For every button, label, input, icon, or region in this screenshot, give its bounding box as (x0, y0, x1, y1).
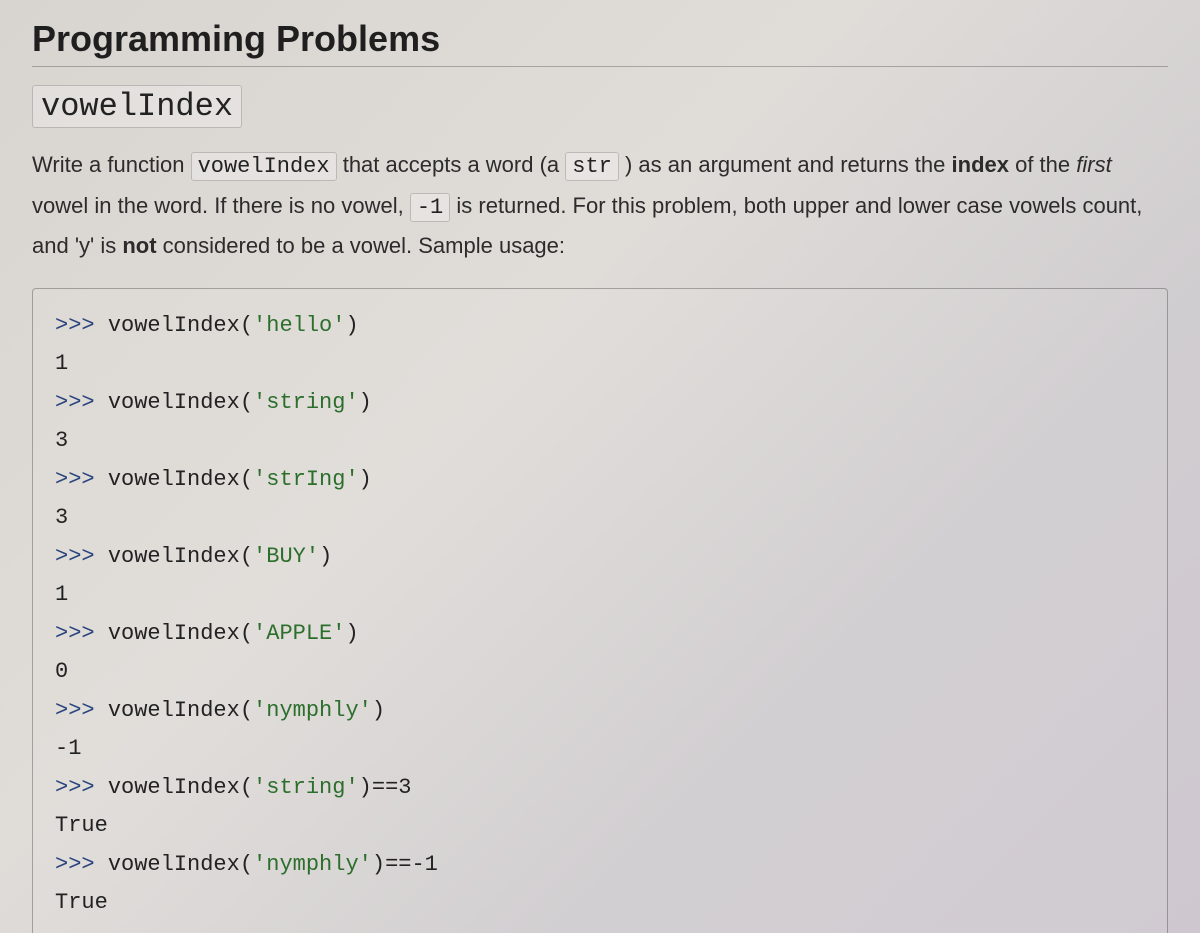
code-input-line: >>> vowelIndex('nymphly') (55, 692, 1145, 731)
desc-text: that accepts a word (a (337, 152, 566, 177)
page-title: Programming Problems (32, 18, 1168, 67)
desc-bold-not: not (122, 233, 156, 258)
code-fn: vowelIndex( (108, 544, 253, 569)
code-tail: ) (345, 621, 358, 646)
repl-prompt: >>> (55, 852, 108, 877)
code-output-line: True (55, 807, 1145, 846)
inline-code-neg1: -1 (410, 193, 450, 222)
code-string-arg: 'strIng' (253, 467, 359, 492)
code-output-line: True (55, 884, 1145, 923)
code-string-arg: 'nymphly' (253, 852, 372, 877)
code-output-line: 1 (55, 345, 1145, 384)
desc-italic-first: first (1076, 152, 1111, 177)
code-fn: vowelIndex( (108, 775, 253, 800)
desc-text: considered to be a vowel. Sample usage: (157, 233, 565, 258)
code-input-line: >>> vowelIndex('APPLE') (55, 615, 1145, 654)
inline-code-fn: vowelIndex (191, 152, 337, 181)
code-output-line: -1 (55, 730, 1145, 769)
code-input-line: >>> vowelIndex('nymphly')==-1 (55, 846, 1145, 885)
code-string-arg: 'BUY' (253, 544, 319, 569)
code-string-arg: 'string' (253, 390, 359, 415)
code-tail: )==3 (359, 775, 412, 800)
repl-prompt: >>> (55, 467, 108, 492)
desc-text: Write a function (32, 152, 191, 177)
code-tail: ) (359, 467, 372, 492)
code-input-line: >>> vowelIndex('BUY') (55, 538, 1145, 577)
inline-code-str: str (565, 152, 619, 181)
code-output-line: 3 (55, 422, 1145, 461)
code-fn: vowelIndex( (108, 698, 253, 723)
code-input-line: >>> vowelIndex('strIng') (55, 461, 1145, 500)
code-fn: vowelIndex( (108, 467, 253, 492)
repl-prompt: >>> (55, 775, 108, 800)
repl-prompt: >>> (55, 313, 108, 338)
code-tail: ) (372, 698, 385, 723)
code-fn: vowelIndex( (108, 621, 253, 646)
code-output-line: 1 (55, 576, 1145, 615)
repl-prompt: >>> (55, 698, 108, 723)
desc-text: vowel in the word. If there is no vowel, (32, 193, 410, 218)
function-name-heading: vowelIndex (32, 85, 242, 128)
code-fn: vowelIndex( (108, 313, 253, 338)
code-string-arg: 'APPLE' (253, 621, 345, 646)
repl-prompt: >>> (55, 544, 108, 569)
sample-code-block: >>> vowelIndex('hello')1>>> vowelIndex('… (32, 288, 1168, 933)
problem-description: Write a function vowelIndex that accepts… (32, 146, 1168, 266)
code-input-line: >>> vowelIndex('string')==3 (55, 769, 1145, 808)
code-fn: vowelIndex( (108, 852, 253, 877)
repl-prompt: >>> (55, 621, 108, 646)
code-string-arg: 'nymphly' (253, 698, 372, 723)
code-fn: vowelIndex( (108, 390, 253, 415)
code-input-line: >>> vowelIndex('string') (55, 384, 1145, 423)
desc-text: ) as an argument and returns the (619, 152, 952, 177)
code-output-line: 0 (55, 653, 1145, 692)
code-output-line: 3 (55, 499, 1145, 538)
code-tail: ) (345, 313, 358, 338)
code-input-line: >>> vowelIndex('hello') (55, 307, 1145, 346)
code-string-arg: 'hello' (253, 313, 345, 338)
code-tail: )==-1 (372, 852, 438, 877)
code-tail: ) (359, 390, 372, 415)
code-tail: ) (319, 544, 332, 569)
code-string-arg: 'string' (253, 775, 359, 800)
desc-text: of the (1009, 152, 1076, 177)
desc-bold-index: index (952, 152, 1009, 177)
repl-prompt: >>> (55, 390, 108, 415)
